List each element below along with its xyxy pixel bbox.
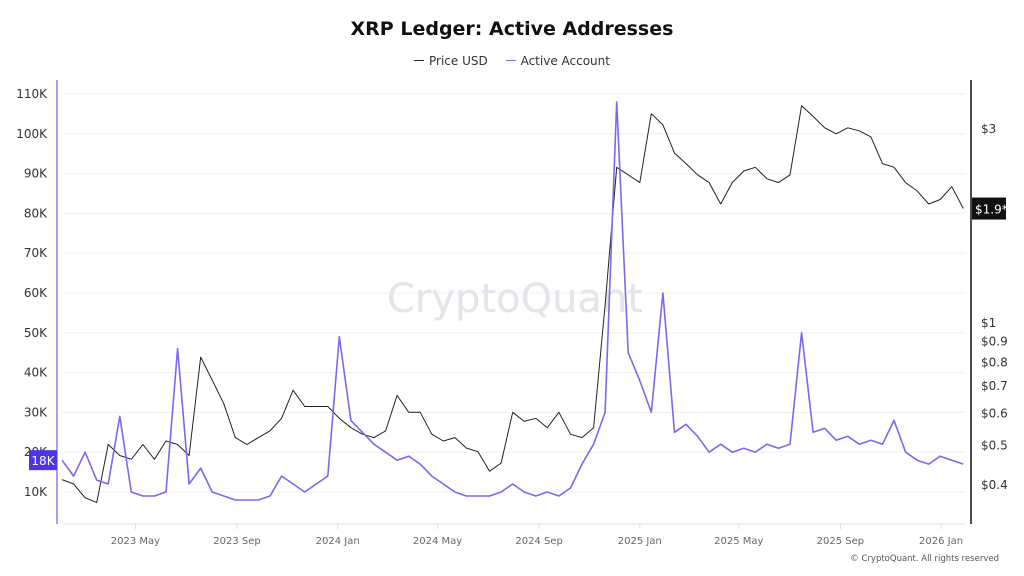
right-tick-label: $0.8	[981, 355, 1008, 369]
series-line-active-account	[61, 101, 964, 501]
legend-swatch-price	[414, 60, 425, 61]
right-tick-label: $1	[981, 316, 996, 330]
copyright-footer: © CryptoQuant. All rights reserved	[850, 554, 999, 564]
legend-label-active-account: Active Account	[520, 53, 610, 68]
x-tick-label: 2024 Sep	[515, 536, 562, 547]
right-tick-label: $0.9	[981, 335, 1008, 349]
chart-title: XRP Ledger: Active Addresses	[350, 18, 674, 40]
legend: Price USD Active Account	[0, 50, 1024, 68]
current-active-label-box	[29, 450, 57, 471]
left-tick-label: 110K	[16, 87, 48, 101]
x-tick-label: 2025 Jan	[618, 536, 662, 547]
left-tick-label: 60K	[24, 286, 48, 300]
x-tick-label: 2026 Jan	[919, 536, 963, 547]
x-tick-label: 2024 May	[413, 536, 462, 547]
left-tick-label: 100K	[16, 127, 48, 141]
legend-swatch-active-account	[505, 60, 516, 61]
left-tick-label: 90K	[24, 167, 48, 181]
legend-item-price[interactable]: Price USD	[414, 54, 488, 68]
left-tick-label: 50K	[24, 326, 48, 340]
current-price-label-box	[972, 197, 1006, 220]
x-tick-label: 2023 Sep	[213, 536, 260, 547]
watermark: CryptoQuant	[387, 276, 643, 322]
legend-item-active-account[interactable]: Active Account	[505, 53, 610, 68]
right-tick-label: $0.4	[981, 478, 1008, 492]
series-line-price-usd	[61, 105, 964, 504]
x-tick-label: 2025 May	[714, 536, 763, 547]
right-tick-label: $0.7	[981, 379, 1008, 393]
left-tick-label: 80K	[24, 206, 48, 220]
right-tick-label: $0.6	[981, 406, 1008, 420]
current-active-label: 18K	[31, 454, 55, 468]
left-tick-label: 10K	[24, 485, 48, 499]
x-tick-label: 2023 May	[111, 536, 160, 547]
left-tick-label: 30K	[24, 405, 48, 419]
legend-label-price: Price USD	[429, 53, 488, 68]
right-tick-label: $3	[981, 122, 996, 136]
left-tick-label: 40K	[24, 366, 48, 380]
x-tick-label: 2024 Jan	[316, 536, 360, 547]
left-tick-label: 70K	[24, 246, 48, 260]
x-tick-label: 2025 Sep	[817, 536, 864, 547]
current-price-label: $1.9*	[975, 203, 1008, 217]
right-tick-label: $0.5	[981, 439, 1008, 453]
